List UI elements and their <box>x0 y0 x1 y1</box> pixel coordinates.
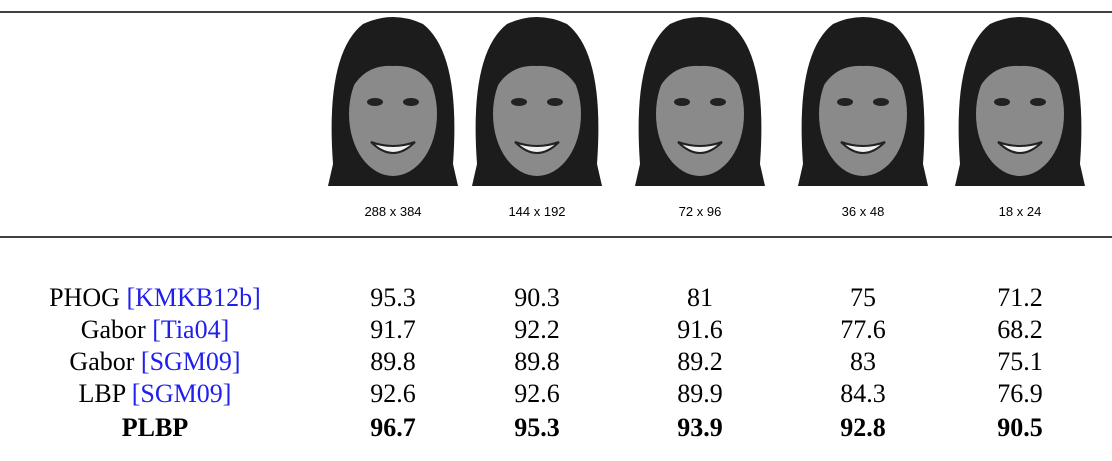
method-label: Gabor [SGM09] <box>69 347 240 376</box>
accuracy-value: 71.2 <box>997 283 1043 312</box>
method-name: PLBP <box>122 413 189 442</box>
method-label: PHOG [KMKB12b] <box>49 283 261 312</box>
accuracy-value: 96.7 <box>370 413 416 442</box>
method-name: LBP <box>79 379 132 408</box>
accuracy-value: 95.3 <box>514 413 560 442</box>
resolution-label: 72 x 96 <box>679 204 722 219</box>
accuracy-value: 92.8 <box>840 413 886 442</box>
face-image <box>327 13 459 187</box>
face-image <box>954 13 1086 187</box>
accuracy-value: 92.6 <box>514 379 560 408</box>
method-label: PLBP <box>122 413 189 442</box>
citation[interactable]: [KMKB12b] <box>126 283 260 312</box>
accuracy-value: 91.7 <box>370 315 416 344</box>
resolution-label: 288 x 384 <box>364 204 421 219</box>
face-image <box>634 13 766 187</box>
citation[interactable]: [SGM09] <box>141 347 241 376</box>
accuracy-value: 90.3 <box>514 283 560 312</box>
accuracy-value: 92.6 <box>370 379 416 408</box>
accuracy-value: 90.5 <box>997 413 1043 442</box>
method-label: LBP [SGM09] <box>79 379 232 408</box>
method-name: PHOG <box>49 283 126 312</box>
citation[interactable]: [SGM09] <box>132 379 232 408</box>
accuracy-value: 75.1 <box>997 347 1043 376</box>
method-label: Gabor [Tia04] <box>81 315 230 344</box>
method-name: Gabor <box>69 347 140 376</box>
accuracy-value: 89.8 <box>514 347 560 376</box>
method-name: Gabor <box>81 315 152 344</box>
accuracy-value: 89.9 <box>677 379 723 408</box>
accuracy-value: 84.3 <box>840 379 886 408</box>
face-image <box>471 13 603 187</box>
accuracy-value: 91.6 <box>677 315 723 344</box>
citation[interactable]: [Tia04] <box>152 315 229 344</box>
accuracy-value: 68.2 <box>997 315 1043 344</box>
accuracy-value: 89.2 <box>677 347 723 376</box>
accuracy-value: 92.2 <box>514 315 560 344</box>
accuracy-value: 77.6 <box>840 315 886 344</box>
accuracy-value: 83 <box>850 347 876 376</box>
face-image <box>797 13 929 187</box>
resolution-label: 36 x 48 <box>842 204 885 219</box>
accuracy-value: 89.8 <box>370 347 416 376</box>
resolution-label: 144 x 192 <box>508 204 565 219</box>
accuracy-value: 93.9 <box>677 413 723 442</box>
accuracy-value: 95.3 <box>370 283 416 312</box>
accuracy-value: 76.9 <box>997 379 1043 408</box>
resolution-label: 18 x 24 <box>999 204 1042 219</box>
accuracy-value: 75 <box>850 283 876 312</box>
accuracy-value: 81 <box>687 283 713 312</box>
